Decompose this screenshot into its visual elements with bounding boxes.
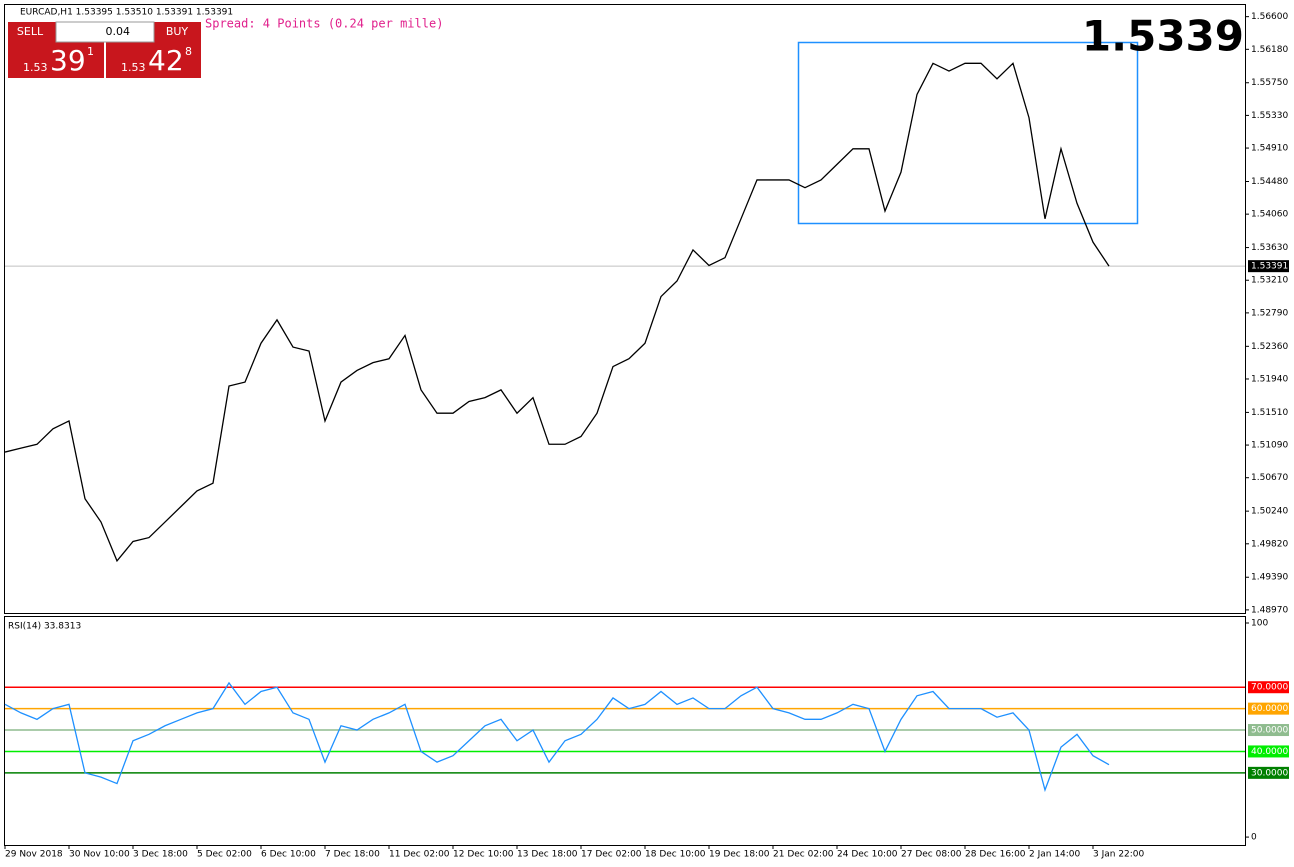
x-tick-label: 28 Dec 16:00 [965,850,1026,860]
x-tick-label: 11 Dec 02:00 [389,850,450,860]
y-tick-label: 1.54480 [1251,177,1288,187]
y-tick-label: 1.56180 [1251,45,1288,55]
price-panel [4,4,1246,614]
y-tick-label: 1.53630 [1251,243,1288,253]
x-tick-label: 3 Dec 18:00 [133,850,188,860]
x-tick-label: 21 Dec 02:00 [773,850,834,860]
y-tick-label: 1.52790 [1251,308,1288,318]
level-label-bg [1248,745,1289,758]
big-price: 1.5339 [1082,12,1244,61]
y-tick-label: 1.50670 [1251,473,1288,483]
x-tick-label: 5 Dec 02:00 [197,850,252,860]
x-tick-label: 29 Nov 2018 [5,850,63,860]
spread: Spread: 4 Points (0.24 per mille) [205,17,443,31]
bid-prefix: 1.53 [23,61,48,74]
sell-button[interactable]: SELL [17,25,44,38]
x-tick-label: 30 Nov 10:00 [69,850,130,860]
rectangle-object [797,41,1139,225]
x-tick-label: 18 Dec 10:00 [645,850,706,860]
lot-size[interactable]: 0.04 [106,25,131,38]
level-label-bg [1248,724,1289,737]
y-tick-label: 1.56600 [1251,12,1288,22]
x-tick-label: 27 Dec 08:00 [901,850,962,860]
y-tick-label: 1.51090 [1251,441,1288,451]
x-tick-label: 3 Jan 22:00 [1093,850,1145,860]
current-price-label: 1.53391 [1251,262,1288,272]
x-tick-label: 7 Dec 18:00 [325,850,380,860]
y-tick-label: 1.52360 [1251,342,1288,352]
y-tick-label: 1.54060 [1251,210,1288,220]
y-tick-label: 1.49820 [1251,539,1288,549]
ask-prefix: 1.53 [121,61,146,74]
y-tick-label: 1.49390 [1251,573,1288,583]
level-label: 50.0000 [1251,726,1288,736]
current-price-bg [1248,260,1289,273]
y-tick-label: 1.54910 [1251,144,1288,154]
series-line [4,681,1110,793]
series-line [4,62,1110,563]
x-tick-label: 2 Jan 14:00 [1029,850,1081,860]
ask-fraction: 8 [185,45,192,58]
buy-button[interactable]: BUY [166,25,189,38]
x-tick-label: 17 Dec 02:00 [581,850,642,860]
rsi-panel [4,616,1246,846]
level-label: 70.0000 [1251,683,1288,693]
y-tick-label: 1.51510 [1251,408,1288,418]
level-label-bg [1248,766,1289,779]
level-label-bg [1248,681,1289,694]
y-tick-label: 1.51940 [1251,374,1288,384]
y-tick-label: 1.50240 [1251,507,1288,517]
level-label: 40.0000 [1251,747,1288,757]
y-tick-label: 1.48970 [1251,605,1288,615]
ask-pips: 42 [148,44,184,77]
level-label: 30.0000 [1251,768,1288,778]
rsi-title: RSI(14) 33.8313 [8,622,81,632]
y-tick-label: 1.53210 [1251,276,1288,286]
lot-box [55,21,155,43]
y-tick-label: 0 [1251,833,1257,843]
x-tick-label: 24 Dec 10:00 [837,850,898,860]
bid-fraction: 1 [87,45,94,58]
level-label: 60.0000 [1251,704,1288,714]
x-tick-label: 12 Dec 10:00 [453,850,514,860]
y-tick-label: 1.55750 [1251,78,1288,88]
level-label-bg [1248,702,1289,715]
x-tick-label: 19 Dec 18:00 [709,850,770,860]
symbol-header: EURCAD,H1 1.53395 1.53510 1.53391 1.5339… [20,8,233,18]
bid-pips: 39 [50,44,86,77]
y-tick-label: 1.55330 [1251,111,1288,121]
trade-panel: SELL BUY 0.04 1.53 39 1 1.53 42 8 [8,21,201,78]
x-tick-label: 13 Dec 18:00 [517,850,578,860]
y-tick-label: 100 [1251,618,1268,628]
x-tick-label: 6 Dec 10:00 [261,850,316,860]
